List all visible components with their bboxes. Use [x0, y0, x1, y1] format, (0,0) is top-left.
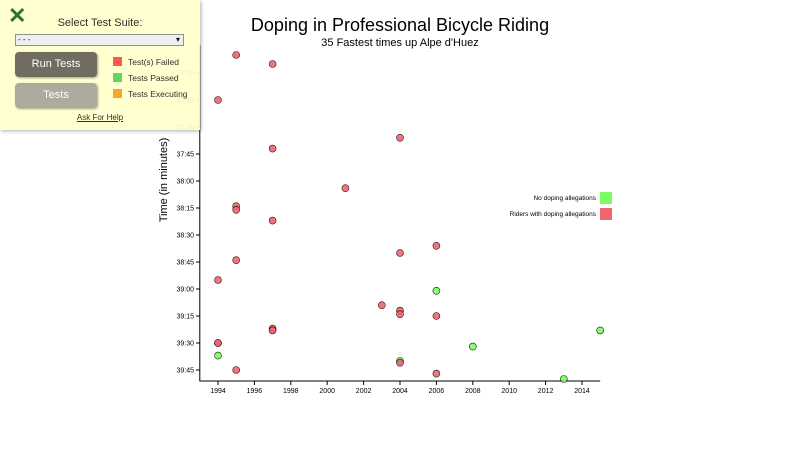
legend-failed: Test(s) Failed: [113, 57, 179, 67]
data-point: [432, 369, 441, 378]
data-point: [432, 312, 441, 320]
data-point: [214, 96, 222, 104]
y-tick-label: 39:45: [176, 368, 194, 375]
data-point: [268, 326, 277, 335]
data-point: [232, 256, 240, 265]
close-icon[interactable]: ✕: [8, 3, 27, 28]
x-tick-label: 2004: [392, 388, 408, 395]
data-point: [268, 216, 277, 225]
test-suite-label: Select Test Suite:: [57, 17, 143, 29]
chart-subtitle: 35 Fastest times up Alpe d'Huez: [321, 37, 478, 49]
data-point: [232, 51, 240, 59]
test-panel: ✕ Select Test Suite: - - - ▾ Run Tests Te…: [0, 0, 200, 130]
legend-executing: Tests Executing: [113, 89, 188, 99]
y-tick-label: 38:15: [176, 206, 194, 213]
y-tick-label: 37:45: [176, 152, 194, 159]
x-tick-label: 1996: [247, 388, 263, 395]
data-point: [377, 301, 386, 310]
axis-lines: [199, 45, 601, 382]
data-point: [432, 286, 441, 295]
data-point: [214, 351, 222, 360]
legend-swatch: [600, 208, 612, 220]
data-point: [468, 342, 477, 351]
y-tick-label: 39:15: [176, 314, 194, 321]
data-point: [432, 242, 441, 250]
y-axis-label: Time (in minutes): [158, 138, 170, 223]
chevron-down-icon: ▾: [175, 35, 180, 44]
x-tick-label: 2002: [356, 388, 372, 395]
run-tests-button[interactable]: Run Tests: [15, 52, 97, 77]
legend-label: No doping allegations: [533, 195, 596, 202]
data-point: [396, 134, 404, 142]
legend-passed: Tests Passed: [113, 73, 179, 83]
tests-button[interactable]: Tests: [15, 83, 97, 108]
x-tick-label: 2012: [538, 388, 554, 395]
failed-swatch: [113, 57, 122, 66]
chart-title: Doping in Professional Bicycle Riding: [251, 15, 549, 35]
legend-failed-label: Test(s) Failed: [128, 57, 180, 67]
data-point: [396, 358, 404, 367]
data-point: [559, 375, 568, 383]
legend-passed-label: Tests Passed: [128, 73, 179, 83]
x-tick-label: 1994: [210, 388, 226, 395]
data-point: [268, 144, 277, 153]
y-tick-label: 38:00: [176, 179, 194, 186]
x-tick-label: 2014: [574, 388, 590, 395]
y-tick-label: 38:30: [176, 233, 194, 240]
data-point: [232, 366, 240, 374]
legend-swatch: [600, 192, 612, 204]
y-tick-label: 39:00: [176, 287, 194, 294]
x-tick-label: 2010: [501, 388, 517, 395]
legend-label: Riders with doping allegations: [510, 211, 597, 218]
passed-swatch: [113, 73, 122, 82]
data-point: [596, 326, 605, 335]
executing-swatch: [113, 89, 122, 98]
select-value: - - -: [18, 35, 31, 44]
ask-for-help-link[interactable]: Ask For Help: [76, 113, 124, 122]
y-tick-label: 38:45: [176, 260, 194, 267]
legend-executing-label: Tests Executing: [128, 89, 188, 99]
x-tick-label: 1998: [283, 388, 299, 395]
data-point: [232, 206, 240, 214]
data-point: [341, 184, 350, 192]
data-point: [268, 60, 277, 68]
data-point: [214, 276, 222, 284]
test-suite-select[interactable]: - - - ▾: [15, 34, 184, 46]
x-tick-label: 2006: [429, 388, 445, 395]
data-point: [396, 249, 404, 257]
x-tick-label: 2000: [319, 388, 335, 395]
x-tick-label: 2008: [465, 388, 481, 395]
data-point: [214, 339, 222, 347]
y-tick-label: 39:30: [176, 341, 194, 348]
data-point: [396, 310, 404, 319]
